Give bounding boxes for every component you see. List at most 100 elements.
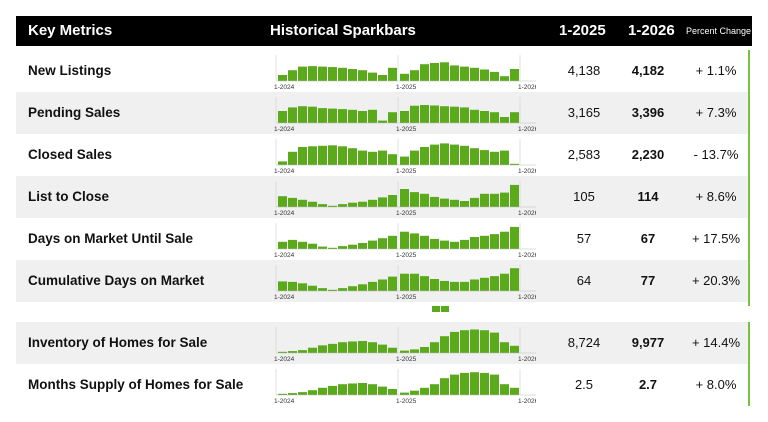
spark-bar (450, 374, 459, 395)
spark-bar (358, 150, 367, 165)
curr-period-value: 77 (640, 273, 656, 288)
spark-bar (328, 343, 337, 353)
spark-bar (500, 384, 509, 395)
sparkbar-chart: 1-2024 1-2025 1-2026 (274, 181, 536, 217)
spark-bar (410, 233, 419, 249)
spark-axis-label: 1-2025 (396, 126, 417, 133)
prev-period-value: 4,138 (567, 63, 601, 78)
spark-bar (308, 106, 317, 123)
spark-bar (358, 284, 367, 291)
table-header: Key Metrics Historical Sparkbars 1-2025 … (16, 16, 752, 46)
prev-period-value: 2.5 (574, 377, 594, 392)
spark-bar (388, 276, 397, 291)
prev-period-value: 57 (576, 231, 592, 246)
spark-bar (378, 279, 387, 291)
spark-bar (480, 150, 489, 165)
spark-axis-label: 1-2026 (518, 168, 536, 175)
spark-bar (460, 330, 469, 353)
spark-axis-label: 1-2024 (274, 398, 295, 405)
spark-bar (410, 70, 419, 81)
spark-bar (338, 288, 347, 291)
spark-bar (500, 273, 509, 291)
curr-period-value: 4,182 (631, 63, 665, 78)
percent-change-value: + 17.5% (691, 231, 741, 246)
metric-row: Inventory of Homes for Sale 1-2024 1-2025 1… (16, 322, 750, 364)
spark-bar (328, 289, 337, 291)
spark-bar (308, 243, 317, 249)
spark-axis-label: 1-2026 (518, 126, 536, 133)
spark-bar (318, 288, 327, 291)
spark-bar (328, 145, 337, 165)
spark-bar (410, 192, 419, 207)
spark-bar (308, 146, 317, 165)
spark-bar (298, 350, 307, 353)
spark-bar (348, 109, 357, 123)
spark-axis-label: 1-2025 (396, 356, 417, 363)
spark-bar (480, 69, 489, 81)
spark-bar (298, 106, 307, 123)
spark-bar (308, 390, 317, 395)
spark-bar (348, 69, 357, 81)
spark-bar (460, 281, 469, 291)
spark-bar (278, 111, 287, 123)
spark-bar (298, 199, 307, 207)
spark-axis-label: 1-2026 (518, 252, 536, 259)
metric-row: Cumulative Days on Market 1-2024 1-2025 1-2… (16, 260, 750, 302)
spark-bar (450, 241, 459, 249)
spark-bar (378, 386, 387, 395)
spark-axis-label: 1-2025 (396, 252, 417, 259)
spark-bar (470, 279, 479, 291)
spark-bar (410, 273, 419, 291)
spark-bar (338, 384, 347, 395)
spark-axis-label: 1-2026 (518, 294, 536, 301)
spark-bar (348, 148, 357, 165)
header-prev-period: 1-2025 (559, 22, 606, 39)
spark-bar (440, 106, 449, 123)
percent-change-value: + 8.6% (695, 189, 737, 204)
sparkbar-chart: 1-2024 1-2025 1-2026 (274, 97, 536, 133)
spark-bar (440, 143, 449, 165)
spark-axis-label: 1-2025 (396, 84, 417, 91)
spark-bar (420, 276, 429, 291)
sparkbar-chart: 1-2024 1-2025 1-2026 (274, 223, 536, 259)
spark-bar (348, 383, 357, 395)
spark-axis-label: 1-2025 (396, 210, 417, 217)
curr-period-value: 9,977 (631, 335, 665, 350)
spark-bar (288, 351, 297, 353)
spark-bar (378, 150, 387, 165)
metric-label: Days on Market Until Sale (28, 231, 194, 246)
spark-bar (430, 105, 439, 123)
spark-bar (430, 279, 439, 291)
spark-bar (338, 67, 347, 81)
spark-bar (278, 241, 287, 249)
spark-bar (480, 193, 489, 207)
spark-bar (400, 156, 409, 165)
spark-bar (400, 273, 409, 291)
spark-bar (308, 347, 317, 353)
percent-change-value: + 7.3% (695, 105, 737, 120)
spark-bar (368, 151, 377, 165)
spark-bar (420, 347, 429, 353)
spark-bar (298, 147, 307, 165)
spark-bar (288, 107, 297, 123)
percent-change-value: + 14.4% (691, 335, 741, 350)
spark-bar (318, 145, 327, 165)
spark-bar (470, 109, 479, 123)
spark-bar (460, 145, 469, 165)
metric-label: Inventory of Homes for Sale (28, 335, 208, 350)
spark-bar (368, 109, 377, 123)
header-historical-sparkbars: Historical Sparkbars (270, 22, 416, 39)
spark-bar (460, 239, 469, 249)
spark-bar (450, 281, 459, 291)
spark-bar (400, 231, 409, 249)
spark-bar (318, 108, 327, 123)
header-percent-change: Percent Change (686, 26, 752, 36)
spark-bar (440, 280, 449, 291)
spark-bar (388, 154, 397, 165)
spark-axis-label: 1-2024 (274, 84, 295, 91)
curr-period-value: 67 (640, 231, 656, 246)
spark-bar (480, 330, 489, 353)
spark-bar (490, 71, 499, 81)
spark-bar (378, 120, 387, 123)
spark-bar (440, 378, 449, 395)
